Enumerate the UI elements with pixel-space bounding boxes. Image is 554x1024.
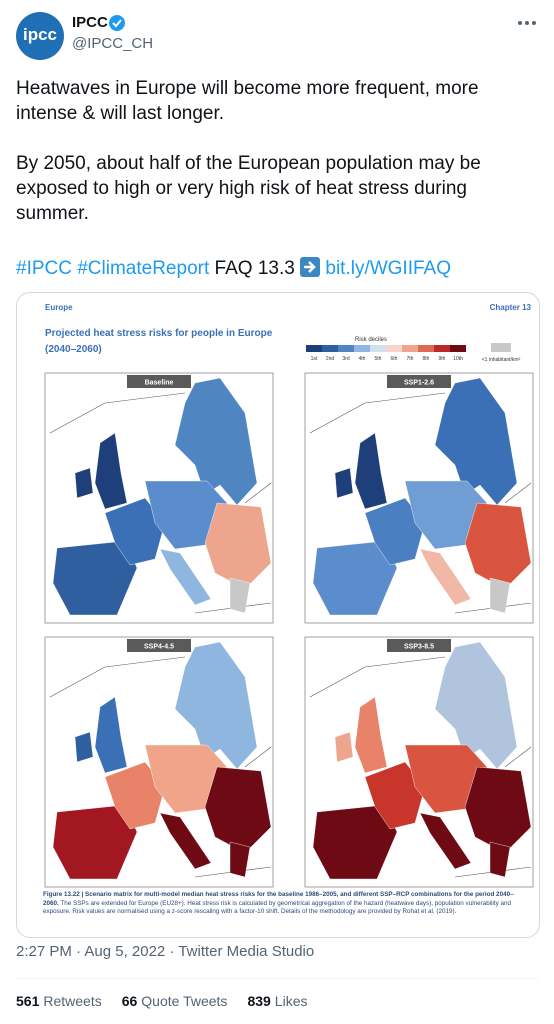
legend-title: Risk deciles bbox=[355, 337, 387, 343]
region bbox=[489, 577, 511, 614]
legend-label: 6th bbox=[391, 356, 398, 362]
stat[interactable]: 561 Retweets bbox=[16, 993, 102, 1009]
caption-text: The SSPs are extended for Europe (EU28+)… bbox=[43, 899, 512, 916]
stat-count: 561 bbox=[16, 993, 40, 1009]
panel-label: SSP3-8.5 bbox=[404, 644, 434, 651]
region bbox=[354, 432, 388, 510]
legend-label: 2nd bbox=[326, 356, 335, 362]
region bbox=[104, 761, 166, 830]
avatar-label: ipcc bbox=[22, 25, 58, 44]
legend-label: 1st bbox=[311, 356, 318, 362]
caption-bold: Figure 13.22 | Scenario matrix for multi… bbox=[43, 891, 514, 907]
figure-title: Projected heat stress risks for people i… bbox=[45, 328, 273, 339]
region bbox=[159, 812, 212, 870]
region bbox=[334, 467, 354, 499]
panel-label: SSP1-2.6 bbox=[404, 380, 434, 387]
legend-label: 5th bbox=[375, 356, 382, 362]
legend-label: 3rd bbox=[342, 356, 349, 362]
chapter: Chapter 13 bbox=[490, 303, 532, 312]
region bbox=[434, 641, 518, 770]
region bbox=[489, 841, 511, 878]
region bbox=[419, 812, 472, 870]
verified-badge bbox=[109, 15, 125, 31]
stat-count: 66 bbox=[121, 993, 138, 1009]
panel-label-bg bbox=[387, 375, 451, 388]
panel-label-bg bbox=[127, 375, 191, 388]
stat-count: 839 bbox=[247, 993, 271, 1009]
legend-label: 9th bbox=[439, 356, 446, 362]
stats: 561 Retweets 66 Quote Tweets 839 Likes bbox=[16, 993, 327, 1009]
region: Europe bbox=[45, 303, 73, 312]
region bbox=[419, 548, 472, 606]
region bbox=[364, 497, 426, 566]
legend-label: 8th bbox=[423, 356, 430, 362]
region bbox=[174, 641, 258, 770]
panel-label: SSP4-4.5 bbox=[144, 644, 174, 651]
legend-swatch bbox=[418, 345, 434, 352]
legend-swatch bbox=[450, 345, 466, 352]
media[interactable]: Europe Chapter 13 Projected heat stress … bbox=[16, 292, 540, 938]
region bbox=[104, 497, 166, 566]
figure: Europe Chapter 13 Projected heat stress … bbox=[44, 303, 534, 888]
stat-label: Likes bbox=[274, 993, 308, 1009]
legend-swatch bbox=[322, 345, 338, 352]
handle[interactable]: @IPCC_CH bbox=[72, 35, 154, 52]
legend-label: 10th bbox=[453, 356, 463, 362]
legend-swatch bbox=[338, 345, 354, 352]
legend-swatch bbox=[370, 345, 386, 352]
legend-swatch bbox=[491, 343, 511, 352]
map-panel: SSP3-8.5 bbox=[304, 636, 534, 888]
arrow-emoji bbox=[300, 257, 321, 277]
region bbox=[364, 761, 426, 830]
map-panel: SSP1-2.6 bbox=[304, 372, 534, 624]
stat-label: Quote Tweets bbox=[141, 993, 228, 1009]
stat-label: Retweets bbox=[43, 993, 102, 1009]
link-line: #IPCC #ClimateReport FAQ 13.3 bit.ly/WGI… bbox=[16, 256, 540, 281]
display-name[interactable]: IPCC bbox=[72, 14, 108, 31]
legend-swatch bbox=[386, 345, 402, 352]
faq: FAQ 13.3 bbox=[214, 258, 295, 279]
region bbox=[174, 377, 258, 506]
region bbox=[159, 548, 212, 606]
avatar[interactable]: ipcc bbox=[16, 12, 64, 60]
legend-label: 4th bbox=[359, 356, 366, 362]
legend-label: 7th bbox=[407, 356, 414, 362]
divider bbox=[16, 978, 538, 979]
region bbox=[229, 577, 251, 614]
region bbox=[229, 841, 251, 878]
caption: Figure 13.22 | Scenario matrix for multi… bbox=[43, 891, 515, 917]
region bbox=[434, 377, 518, 506]
panel-label: Baseline bbox=[145, 380, 174, 387]
map-panel: SSP4-4.5 bbox=[44, 636, 274, 888]
panel-label-bg bbox=[127, 639, 191, 652]
tweet-text: By 2050, about half of the European popu… bbox=[16, 153, 481, 224]
stat[interactable]: 839 Likes bbox=[247, 993, 307, 1009]
region bbox=[74, 731, 94, 763]
panel-label-bg bbox=[387, 639, 451, 652]
legend-swatch bbox=[306, 345, 322, 352]
figure-title: (2040–2060) bbox=[45, 344, 102, 355]
region bbox=[334, 731, 354, 763]
region bbox=[94, 696, 128, 774]
region bbox=[74, 467, 94, 499]
url[interactable]: bit.ly/WGIIFAQ bbox=[325, 258, 451, 279]
more-button[interactable] bbox=[516, 18, 538, 28]
region bbox=[354, 696, 388, 774]
legend-swatch bbox=[354, 345, 370, 352]
hashtags[interactable]: #IPCC #ClimateReport bbox=[16, 258, 210, 279]
legend-swatch bbox=[434, 345, 450, 352]
legend-swatch bbox=[402, 345, 418, 352]
timestamp[interactable]: 2:27 PM · Aug 5, 2022 · Twitter Media St… bbox=[16, 943, 315, 960]
legend-label: <1 inhabitant/km² bbox=[482, 357, 521, 363]
map-panel: Baseline bbox=[44, 372, 274, 624]
stat[interactable]: 66 Quote Tweets bbox=[122, 993, 228, 1009]
region bbox=[94, 432, 128, 510]
tweet-text: Heatwaves in Europe will become more fre… bbox=[16, 78, 479, 124]
